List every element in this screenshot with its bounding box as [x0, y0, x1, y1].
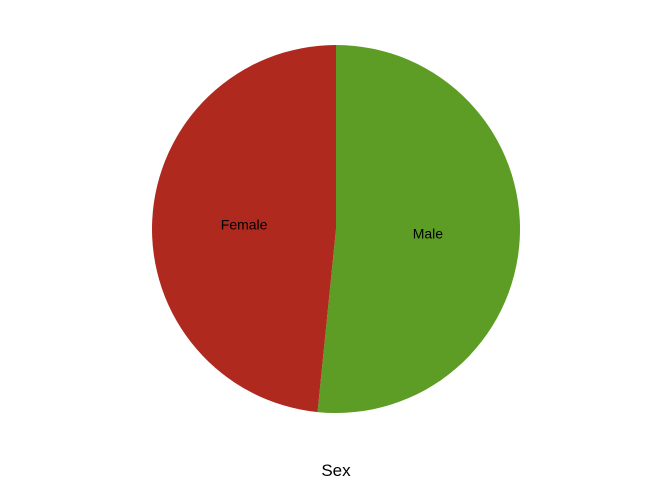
- pie-slice-male: [317, 45, 521, 413]
- pie-slice-labels: Male Female: [221, 216, 443, 241]
- x-axis-title: Sex: [321, 461, 351, 480]
- pie-slice-female: [152, 45, 336, 413]
- pie-slices: [152, 45, 521, 413]
- pie-slice-label-female: Female: [221, 216, 268, 232]
- pie-slice-label-male: Male: [413, 226, 444, 242]
